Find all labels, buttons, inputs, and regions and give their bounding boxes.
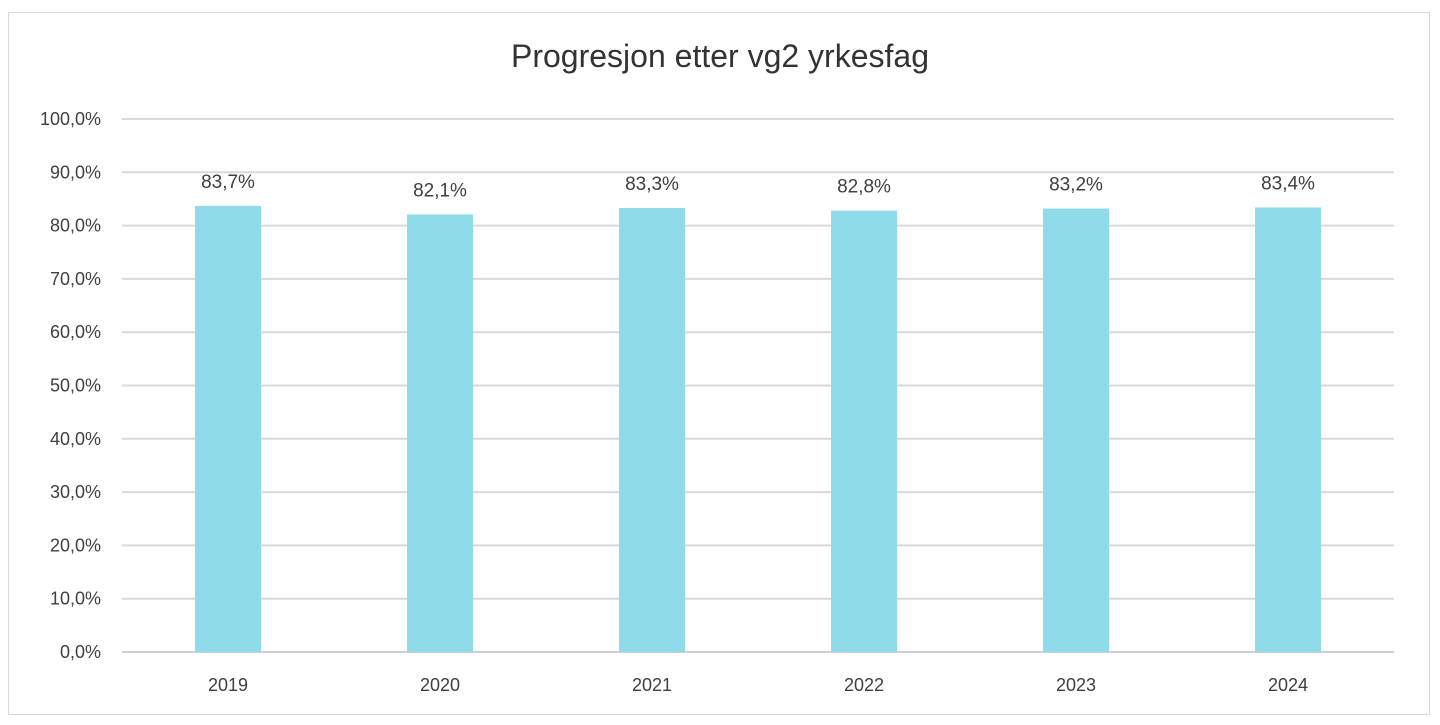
data-label: 83,3%	[625, 174, 679, 195]
bar	[619, 208, 685, 653]
y-tick-label: 90,0%	[50, 162, 101, 182]
x-axis-tick-labels: 2019 2020 2021 2022 2023 2024	[208, 675, 1308, 695]
bar	[1043, 208, 1109, 652]
bars	[195, 205, 1321, 653]
y-tick-label: 80,0%	[50, 216, 101, 236]
data-labels: 83,7% 82,1% 83,3% 82,8% 83,2% 83,4%	[201, 172, 1315, 202]
data-label: 83,7%	[201, 172, 255, 193]
x-tick-label: 2019	[208, 675, 248, 695]
data-label: 82,1%	[413, 180, 467, 201]
y-tick-label: 40,0%	[50, 429, 101, 449]
x-tick-label: 2021	[632, 675, 672, 695]
y-tick-label: 70,0%	[50, 269, 101, 289]
data-label: 83,2%	[1049, 175, 1103, 196]
bar	[195, 205, 261, 652]
x-tick-label: 2022	[844, 675, 884, 695]
data-label: 83,4%	[1261, 173, 1315, 194]
bar	[407, 214, 473, 653]
x-tick-label: 2023	[1056, 675, 1096, 695]
y-tick-label: 30,0%	[50, 482, 101, 502]
y-tick-label: 60,0%	[50, 322, 101, 342]
y-tick-label: 50,0%	[50, 376, 101, 396]
y-axis-tick-labels: 0,0% 10,0% 20,0% 30,0% 40,0% 50,0% 60,0% 70,0% 8…	[40, 109, 101, 662]
y-tick-label: 20,0%	[50, 535, 101, 555]
bar	[831, 210, 897, 652]
x-tick-label: 2024	[1268, 675, 1308, 695]
bar	[1255, 207, 1321, 652]
y-tick-label: 0,0%	[60, 642, 101, 662]
gridlines	[122, 118, 1394, 653]
chart-title: Progresjon etter vg2 yrkesfag	[511, 38, 929, 74]
data-label: 82,8%	[837, 177, 891, 198]
y-tick-label: 10,0%	[50, 589, 101, 609]
x-tick-label: 2020	[420, 675, 460, 695]
y-tick-label: 100,0%	[40, 109, 101, 129]
